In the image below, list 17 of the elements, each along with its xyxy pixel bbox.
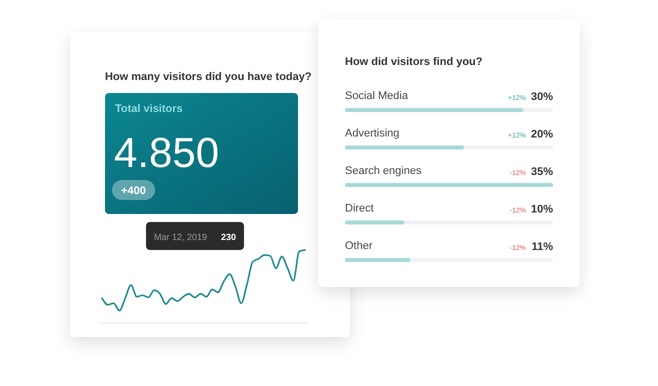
text: 4.850 <box>114 129 220 176</box>
data-label: 20% <box>530 128 554 140</box>
text: +400 <box>121 185 146 197</box>
text: 230 <box>220 232 236 242</box>
y-tick-label: Direct <box>345 202 374 214</box>
text: How many visitors did you have today? <box>105 71 312 83</box>
data-label: 30% <box>530 91 554 103</box>
y-tick-label: Advertising <box>345 128 400 140</box>
text: Mar 12, 2019 <box>154 232 208 242</box>
chart-title: How did visitors find you? <box>345 56 483 68</box>
y-tick-label: Search engines <box>345 165 422 177</box>
y-tick-label: Other <box>345 240 373 252</box>
data-label: 10% <box>530 204 554 216</box>
text: Total visitors <box>115 103 183 115</box>
data-label: 11% <box>532 241 554 253</box>
data-label: 35% <box>530 166 554 178</box>
y-tick-label: Social Media <box>345 90 409 102</box>
